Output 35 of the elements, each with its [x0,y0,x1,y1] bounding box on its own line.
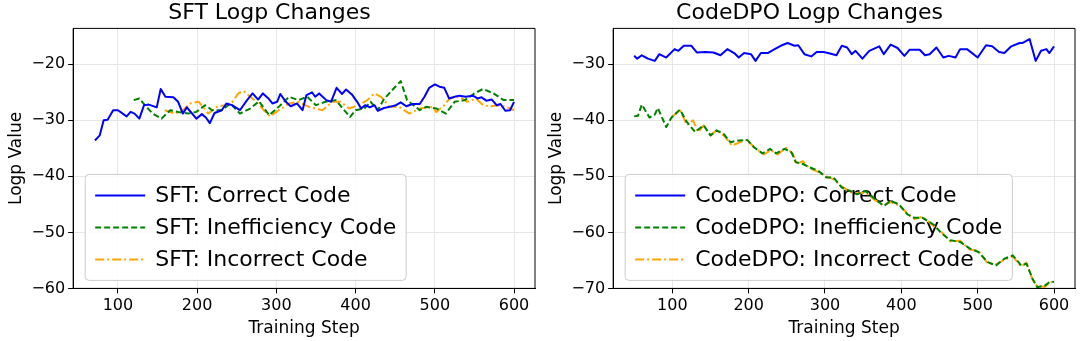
legend-label: SFT: Inefficiency Code [155,214,397,240]
legend-label: CodeDPO: Inefficiency Code [695,214,1003,240]
y-tick-label: −50 [571,165,606,185]
y-axis-title: Logp Value [4,111,25,206]
chart-title: CodeDPO Logp Changes [676,0,943,24]
x-tick-label: 400 [886,295,917,315]
legend-label: CodeDPO: Incorrect Code [695,246,974,272]
chart-title: SFT Logp Changes [168,0,371,24]
y-tick-label: −40 [571,109,606,129]
y-axis-title: Logp Value [544,111,565,206]
line-series [163,90,516,118]
y-tick-label: −60 [31,277,66,297]
y-tick-label: −30 [31,109,66,129]
x-tick-label: 100 [102,295,134,315]
x-tick-label: 300 [809,295,841,315]
legend-label: SFT: Correct Code [155,182,351,208]
line-series [132,80,516,120]
x-tick-label: 400 [340,295,371,315]
y-tick-label: −50 [31,221,66,241]
legend-label: SFT: Incorrect Code [155,246,368,272]
y-tick-label: −30 [571,53,606,73]
y-tick-label: −60 [571,221,606,241]
y-tick-label: −20 [31,53,66,73]
y-tick-label: −70 [571,277,606,297]
x-tick-label: 500 [419,295,451,315]
x-tick-label: 100 [657,295,688,315]
x-tick-label: 300 [261,295,292,315]
x-axis-title: Training Step [787,317,900,338]
x-tick-label: 200 [181,295,213,315]
x-tick-label: 200 [733,295,764,315]
x-axis-title: Training Step [247,317,360,338]
y-tick-label: −40 [31,165,66,185]
x-tick-label: 500 [962,295,993,315]
x-tick-label: 600 [1038,295,1070,315]
x-tick-label: 600 [498,295,530,315]
